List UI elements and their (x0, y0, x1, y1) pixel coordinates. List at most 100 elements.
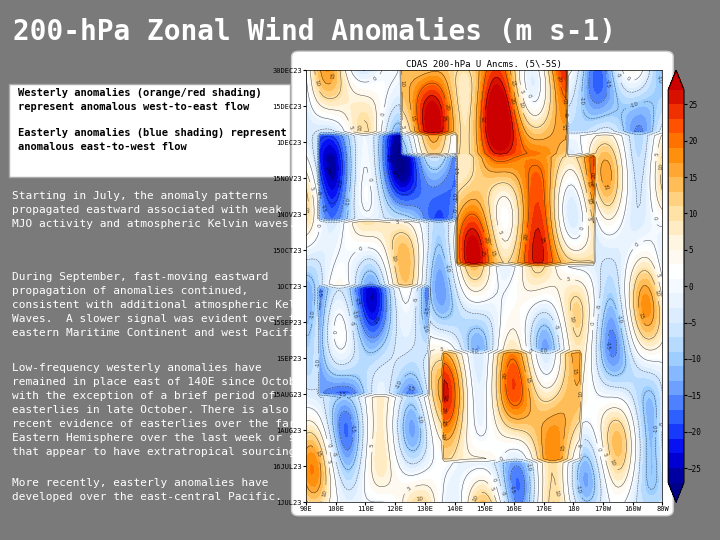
Text: -10: -10 (316, 358, 321, 367)
Text: -5: -5 (579, 442, 585, 448)
Text: 10: 10 (564, 97, 570, 104)
Text: 20: 20 (444, 103, 450, 111)
Text: 0: 0 (491, 478, 497, 483)
Text: 0: 0 (381, 112, 386, 116)
Text: 10: 10 (609, 458, 616, 467)
Text: 10: 10 (568, 315, 575, 323)
Text: 15: 15 (560, 444, 566, 451)
Text: 5: 5 (347, 125, 353, 129)
Text: 5: 5 (439, 347, 443, 352)
Text: 5: 5 (518, 89, 524, 93)
Text: 20: 20 (441, 407, 446, 414)
Text: 5: 5 (369, 443, 375, 447)
Text: -20: -20 (374, 315, 382, 325)
Text: 5: 5 (497, 230, 503, 234)
Text: 15: 15 (440, 420, 446, 427)
Text: 0: 0 (331, 330, 336, 334)
Text: 15: 15 (571, 368, 577, 375)
Text: -10: -10 (579, 96, 585, 105)
Text: 0: 0 (651, 216, 657, 221)
Text: 5: 5 (325, 459, 331, 463)
Text: 5: 5 (567, 277, 570, 282)
Text: 5: 5 (602, 452, 607, 456)
Text: 20: 20 (503, 372, 509, 380)
Text: During September, fast-moving eastward
propagation of anomalies continued,
consi: During September, fast-moving eastward p… (12, 272, 315, 339)
Text: 0: 0 (372, 76, 378, 82)
Text: -10: -10 (616, 314, 622, 324)
Text: -10: -10 (655, 74, 662, 84)
Text: -5: -5 (566, 111, 571, 117)
Text: 5: 5 (585, 217, 590, 221)
Text: 10: 10 (357, 123, 364, 131)
Text: 15: 15 (410, 114, 415, 122)
Text: 20: 20 (509, 97, 516, 105)
Text: -5: -5 (315, 190, 320, 195)
Text: -15: -15 (350, 423, 356, 433)
Text: -15: -15 (317, 288, 322, 297)
Text: 10: 10 (400, 80, 405, 87)
Text: -15: -15 (605, 79, 610, 88)
Text: -10: -10 (469, 348, 480, 354)
Text: 0: 0 (526, 94, 531, 99)
Text: -5: -5 (414, 296, 419, 302)
Text: 0: 0 (325, 443, 331, 448)
Text: -10: -10 (454, 192, 459, 201)
Text: Low-frequency westerly anomalies have
remained in place east of 140E since Octob: Low-frequency westerly anomalies have re… (12, 363, 323, 457)
Text: 200-hPa Zonal Wind Anomalies (m s-1): 200-hPa Zonal Wind Anomalies (m s-1) (13, 18, 616, 46)
Text: 5: 5 (395, 220, 399, 225)
Text: -15: -15 (338, 392, 346, 397)
Text: -10: -10 (575, 484, 582, 494)
Text: -5: -5 (500, 490, 505, 497)
Text: -5: -5 (553, 325, 559, 331)
Text: 25: 25 (482, 114, 487, 122)
Text: -10: -10 (310, 310, 316, 319)
Text: -15: -15 (319, 203, 326, 213)
Text: 10: 10 (415, 497, 423, 502)
Text: 20: 20 (524, 232, 529, 240)
Text: 0: 0 (596, 448, 602, 452)
Text: -15: -15 (508, 484, 515, 494)
Text: 0: 0 (590, 321, 596, 325)
Text: 25: 25 (440, 114, 446, 122)
Text: -10: -10 (525, 462, 531, 472)
PathPatch shape (668, 483, 684, 502)
Text: 5: 5 (400, 125, 405, 129)
Text: -10: -10 (653, 423, 659, 433)
Text: 5: 5 (654, 273, 660, 278)
Text: 25: 25 (539, 237, 545, 244)
Text: 20: 20 (556, 75, 562, 83)
Text: 10: 10 (578, 389, 583, 397)
PathPatch shape (668, 70, 684, 90)
Text: -5: -5 (348, 320, 354, 327)
Text: -20: -20 (384, 153, 390, 162)
Text: 10: 10 (321, 489, 328, 497)
Text: -10: -10 (539, 348, 549, 354)
Text: -10: -10 (420, 323, 429, 334)
Text: 0: 0 (366, 177, 372, 181)
Text: -15: -15 (425, 306, 431, 315)
Text: 15: 15 (563, 124, 569, 131)
Text: Westerly anomalies (orange/red shading)
represent anomalous west-to-east flow: Westerly anomalies (orange/red shading) … (18, 89, 261, 112)
Text: 10: 10 (654, 289, 660, 296)
Text: -10: -10 (346, 197, 352, 206)
Text: -10: -10 (630, 101, 640, 109)
Text: 25: 25 (480, 250, 485, 257)
Text: -5: -5 (615, 72, 621, 79)
Text: Easterly anomalies (blue shading) represent
anomalous east-to-west flow: Easterly anomalies (blue shading) repres… (18, 128, 287, 152)
Text: 0: 0 (527, 348, 533, 354)
Text: 0: 0 (318, 224, 323, 227)
Text: -10: -10 (444, 264, 450, 273)
Text: 10: 10 (472, 494, 480, 502)
Text: 0: 0 (580, 226, 585, 231)
Text: -25: -25 (324, 166, 330, 176)
Text: -25: -25 (391, 170, 399, 180)
Text: 0: 0 (499, 456, 505, 462)
Text: 0: 0 (634, 242, 641, 248)
Text: 5: 5 (406, 486, 412, 492)
Text: -15: -15 (453, 166, 458, 175)
Text: 0: 0 (454, 208, 459, 212)
Text: -10: -10 (395, 379, 404, 389)
Text: 10: 10 (518, 101, 524, 109)
Text: 15: 15 (490, 249, 496, 258)
Text: -5: -5 (331, 451, 338, 457)
